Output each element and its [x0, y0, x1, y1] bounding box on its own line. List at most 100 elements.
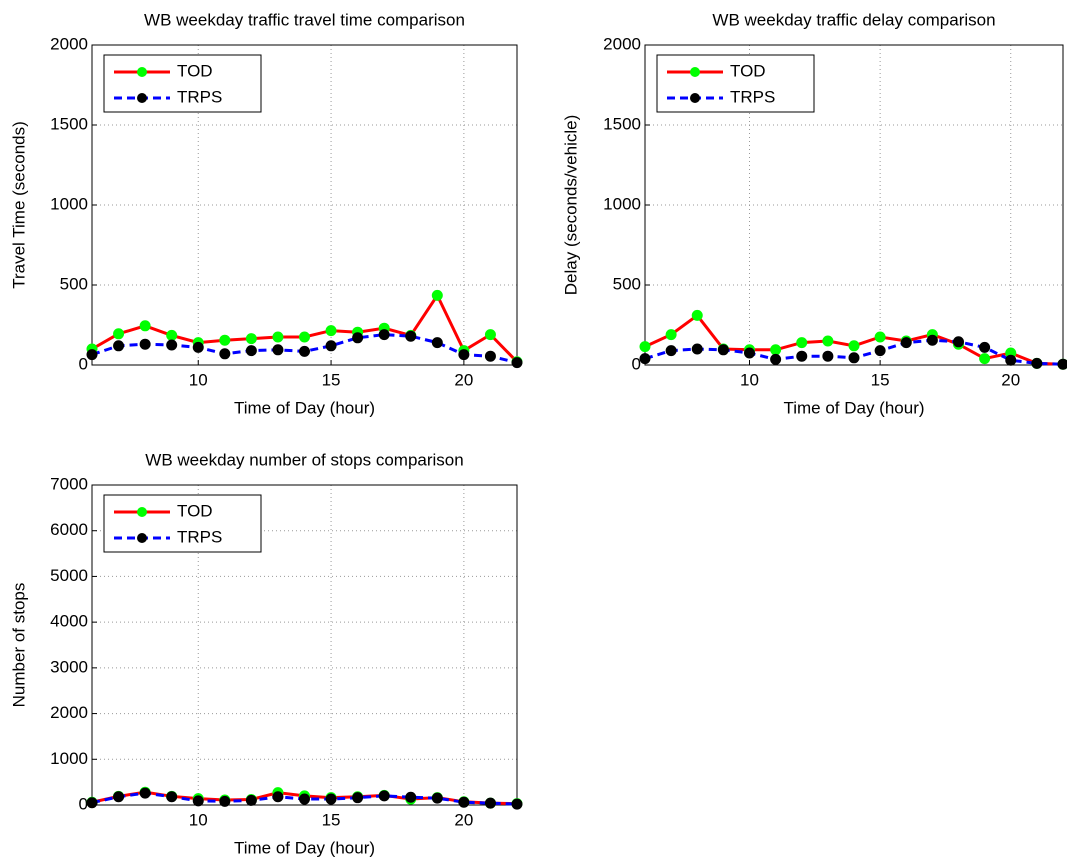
- data-point: [405, 791, 417, 803]
- data-point: [639, 353, 651, 365]
- data-point: [219, 348, 231, 360]
- data-point: [431, 792, 443, 804]
- chart: 0 500 1000 1500 2000 10 15 20 WB weekday traffic…: [561, 10, 1067, 417]
- data-point: [245, 333, 257, 345]
- data-point: [219, 334, 231, 346]
- data-point: [299, 345, 310, 357]
- legend-marker: [137, 67, 147, 77]
- data-point: [219, 795, 231, 807]
- data-point: [325, 340, 337, 352]
- x-tick-label: 15: [322, 370, 341, 389]
- y-tick-label: 1000: [603, 194, 641, 213]
- x-tick-label: 15: [322, 810, 341, 829]
- axes-box: [91, 44, 518, 366]
- data-point: [691, 309, 703, 321]
- data-point: [431, 289, 443, 301]
- legend-marker: [137, 93, 147, 103]
- data-point: [665, 329, 677, 341]
- data-point: [770, 344, 782, 356]
- data-point: [717, 344, 729, 356]
- chart-title: WB weekday traffic delay comparison: [712, 10, 995, 29]
- data-point: [665, 345, 677, 357]
- axes-box: [91, 484, 518, 806]
- data-point: [272, 791, 284, 803]
- data-point: [484, 329, 496, 341]
- data-point: [352, 332, 364, 344]
- y-tick-label: 500: [60, 274, 88, 293]
- legend-label: TOD: [177, 501, 213, 520]
- data-point: [86, 349, 98, 361]
- legend-label: TRPS: [177, 87, 222, 106]
- legend-box: [103, 54, 262, 113]
- data-point: [139, 320, 151, 332]
- data-point: [1031, 357, 1043, 369]
- legend-label: TOD: [177, 61, 213, 80]
- axes-box: [644, 44, 1064, 366]
- x-axis-label: Time of Day (hour): [234, 398, 375, 417]
- x-tick-label: 10: [740, 370, 759, 389]
- data-point: [166, 791, 178, 803]
- x-tick-label: 10: [189, 810, 208, 829]
- data-point: [192, 341, 204, 353]
- data-point: [245, 345, 257, 357]
- data-point: [139, 338, 151, 350]
- y-tick-label: 1500: [50, 114, 88, 133]
- y-tick-label: 2000: [50, 34, 88, 53]
- data-point: [272, 331, 284, 343]
- data-point: [744, 347, 755, 359]
- x-tick-label: 20: [454, 370, 473, 389]
- y-tick-label: 1500: [603, 114, 641, 133]
- y-axis-label: Number of stops: [9, 583, 28, 708]
- data-point: [822, 335, 834, 347]
- y-axis-label: Delay (seconds/vehicle): [561, 115, 580, 295]
- data-point: [245, 794, 257, 806]
- y-tick-label: 4000: [50, 612, 88, 631]
- data-point: [166, 339, 178, 351]
- y-tick-label: 2000: [603, 34, 641, 53]
- data-point: [511, 357, 523, 369]
- data-point: [796, 350, 808, 362]
- legend-marker: [690, 93, 700, 103]
- legend-marker: [137, 507, 147, 517]
- data-point: [272, 344, 284, 356]
- x-tick-label: 20: [1001, 370, 1020, 389]
- chart-title: WB weekday number of stops comparison: [145, 450, 463, 469]
- data-point: [1005, 354, 1017, 366]
- x-tick-label: 15: [871, 370, 890, 389]
- data-point: [113, 340, 125, 352]
- data-point: [639, 341, 651, 353]
- data-point: [86, 797, 98, 809]
- data-point: [691, 343, 703, 355]
- y-tick-label: 6000: [50, 520, 88, 539]
- data-point: [192, 795, 204, 807]
- legend-marker: [137, 533, 147, 543]
- data-point: [139, 787, 151, 799]
- legend-label: TRPS: [177, 527, 222, 546]
- y-tick-label: 7000: [50, 474, 88, 493]
- data-point: [458, 349, 470, 361]
- y-tick-label: 1000: [50, 749, 88, 768]
- chart: 0 500 1000 1500 2000 10 15 20 WB weekday traffic…: [9, 10, 523, 417]
- x-axis-label: Time of Day (hour): [783, 398, 924, 417]
- data-point: [113, 791, 125, 803]
- chart-title: WB weekday traffic travel time compariso…: [144, 10, 465, 29]
- data-point: [378, 329, 390, 341]
- chart: 0 1000 2000 3000 4000 5000 6000 7000 10 15 20 WB we…: [9, 450, 523, 857]
- data-point: [325, 325, 337, 337]
- legend-box: [103, 494, 262, 553]
- data-point: [484, 797, 496, 809]
- data-point: [352, 792, 364, 804]
- data-point: [979, 341, 991, 353]
- legend-box: [656, 54, 815, 113]
- data-point: [299, 331, 310, 343]
- data-point: [405, 330, 417, 342]
- x-tick-label: 20: [454, 810, 473, 829]
- data-point: [325, 793, 337, 805]
- data-point: [770, 353, 782, 365]
- y-tick-label: 0: [79, 354, 88, 373]
- legend-marker: [690, 67, 700, 77]
- data-point: [796, 337, 808, 349]
- y-tick-label: 0: [79, 794, 88, 813]
- data-point: [113, 328, 125, 340]
